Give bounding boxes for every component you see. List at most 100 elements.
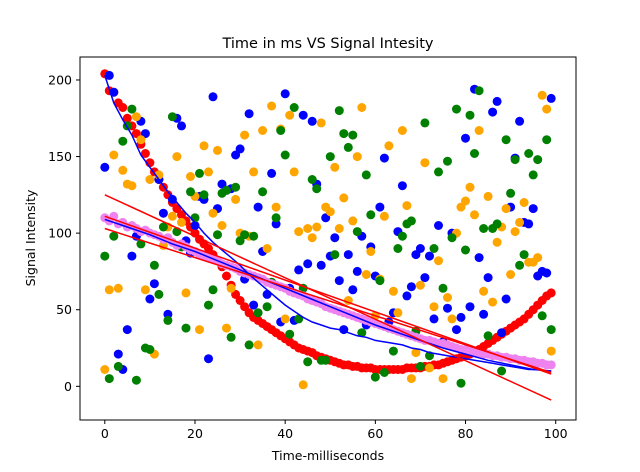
data-point [334, 276, 344, 286]
data-point [474, 86, 484, 96]
data-point [352, 227, 362, 237]
data-point [519, 198, 529, 207]
data-point [483, 273, 493, 283]
data-point [271, 213, 281, 223]
data-point [479, 309, 489, 319]
data-point [253, 202, 263, 212]
data-point [366, 210, 376, 220]
data-point [208, 285, 218, 295]
data-point [348, 216, 358, 226]
data-point [307, 175, 317, 184]
data-point [271, 202, 281, 212]
data-point [546, 288, 556, 298]
data-point [199, 190, 209, 200]
data-point [357, 328, 367, 338]
data-point [298, 110, 308, 120]
data-point [289, 103, 299, 112]
data-point [406, 374, 416, 384]
data-point [325, 152, 335, 162]
data-point [519, 250, 529, 260]
data-point [443, 293, 452, 302]
data-point [131, 112, 141, 122]
data-point [429, 302, 439, 312]
data-point [253, 340, 263, 350]
data-point [131, 375, 141, 385]
data-point [348, 285, 358, 295]
data-point [226, 332, 236, 342]
data-point [429, 314, 439, 324]
trend-line [104, 194, 552, 401]
data-point [402, 201, 412, 211]
data-point [181, 323, 191, 333]
y-tick-label: 0 [64, 379, 72, 394]
data-point [118, 165, 128, 175]
data-point [542, 135, 552, 145]
data-point [483, 331, 493, 341]
data-point [438, 283, 448, 293]
data-point [289, 167, 299, 177]
data-point [375, 276, 385, 286]
data-point [262, 289, 272, 299]
data-point [100, 251, 110, 261]
x-tick-label: 80 [458, 426, 474, 441]
data-point [280, 150, 290, 160]
data-point [113, 349, 123, 359]
chart-title: Time in ms VS Signal Intesity [221, 36, 433, 52]
data-point [411, 348, 421, 358]
data-point [104, 374, 114, 384]
data-point [195, 325, 204, 335]
trend-line-5 [104, 75, 552, 372]
data-point [334, 224, 344, 233]
data-point [366, 247, 376, 256]
data-point [127, 251, 137, 261]
data-point [249, 300, 259, 310]
data-point [145, 175, 155, 184]
data-point [470, 210, 479, 220]
data-point [456, 312, 466, 322]
data-point [465, 182, 475, 192]
data-point [528, 170, 538, 180]
data-point [501, 135, 511, 145]
y-axis: 0 50 100 150 200 [48, 72, 80, 394]
data-point [334, 106, 344, 116]
data-point [465, 302, 475, 312]
data-point [492, 96, 502, 106]
data-point [452, 325, 461, 335]
data-point [303, 357, 313, 367]
data-point [352, 266, 362, 276]
data-point [226, 283, 236, 293]
data-point [244, 340, 254, 350]
data-point [109, 231, 119, 241]
data-point [231, 182, 241, 192]
data-point [524, 149, 534, 158]
data-point [140, 285, 150, 295]
data-point [546, 346, 556, 356]
data-point [361, 270, 371, 279]
data-point [397, 126, 407, 135]
data-point [122, 113, 132, 123]
data-point [217, 179, 227, 189]
data-point [393, 244, 403, 253]
data-point [330, 250, 340, 260]
y-tick-label: 50 [56, 302, 72, 317]
data-point [145, 345, 155, 354]
data-point [204, 167, 213, 177]
data-point [113, 283, 123, 293]
data-point [479, 286, 489, 296]
data-point [298, 380, 308, 390]
data-point [434, 221, 443, 230]
data-point [393, 308, 403, 318]
data-point [379, 211, 389, 221]
data-point [510, 227, 520, 237]
x-tick-label: 60 [367, 426, 383, 441]
data-point [474, 253, 484, 263]
data-point [524, 219, 534, 229]
x-tick-label: 100 [544, 426, 568, 441]
data-point [397, 181, 407, 191]
data-point [172, 204, 182, 214]
data-point [420, 158, 430, 168]
data-point [190, 221, 200, 230]
data-point [479, 224, 489, 233]
data-point [222, 271, 231, 281]
y-tick-label: 150 [48, 149, 72, 164]
